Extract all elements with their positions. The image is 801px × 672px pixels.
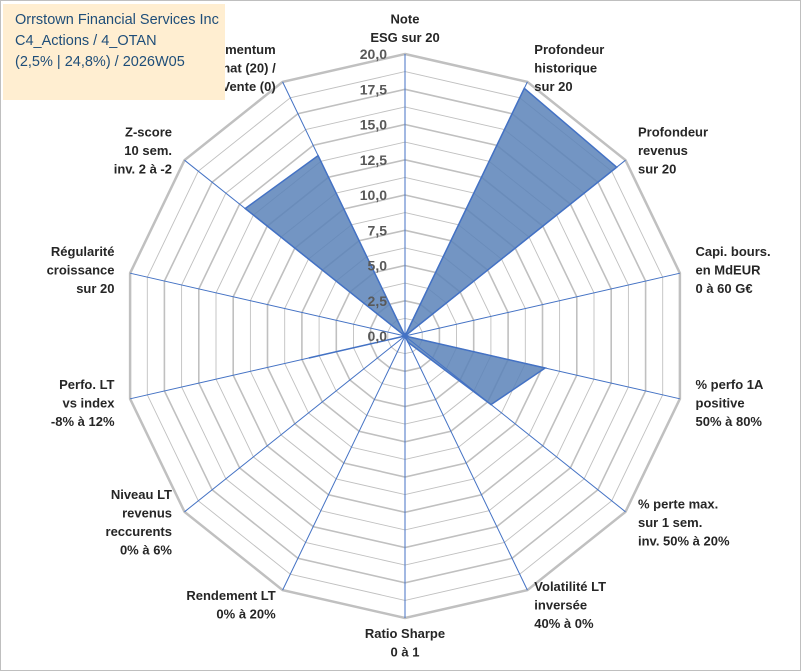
axis-label: Z-score 10 sem. inv. 2 à -2: [114, 125, 172, 177]
axis-label: Capi. bours. en MdEUR 0 à 60 G€: [696, 244, 771, 296]
axis-spoke: [282, 335, 406, 591]
tick-label: 2,5: [368, 293, 388, 309]
tick-label: 17,5: [360, 81, 387, 97]
tick-label: 12,5: [360, 152, 387, 168]
tick-label: 10,0: [360, 187, 387, 203]
axis-label: Profondeur revenus sur 20: [638, 125, 708, 177]
axis-label: Profondeur historique sur 20: [534, 42, 604, 94]
axis-label: Rendement LT 0% à 20%: [186, 588, 276, 622]
axis-spoke: [404, 272, 681, 337]
axis-label: Ratio Sharpe 0 à 1: [365, 626, 445, 660]
axis-spoke: [184, 159, 406, 337]
chart-title-line-2: C4_Actions / 4_OTAN: [15, 33, 157, 49]
tick-label: 15,0: [360, 117, 387, 133]
axis-spoke: [404, 335, 528, 591]
axis-spoke: [404, 81, 528, 337]
chart-title-line-1: Orrstown Financial Services Inc: [15, 12, 219, 28]
tick-label: 7,5: [368, 222, 388, 238]
axis-label: Perfo. LT vs index -8% à 12%: [51, 377, 115, 429]
axis-spoke: [184, 335, 406, 513]
axis-spoke: [129, 335, 406, 400]
axis-spoke: [404, 159, 626, 337]
axis-label: % perte max. sur 1 sem. inv. 50% à 20%: [638, 496, 730, 548]
tick-label: 0,0: [368, 328, 388, 344]
chart-title-box: Orrstown Financial Services Inc C4_Actio…: [3, 4, 225, 100]
chart-title-line-3: (2,5% | 24,8%) / 2026W05: [15, 54, 185, 70]
tick-label: 5,0: [368, 258, 388, 274]
axis-label: Niveau LT revenus reccurents 0% à 6%: [106, 487, 173, 558]
axis-spoke: [404, 335, 626, 513]
tick-label: 20,0: [360, 46, 387, 62]
axis-spoke: [404, 335, 681, 400]
axis-label: Volatilité LT inversée 40% à 0%: [534, 579, 606, 631]
axis-label: Régularité croissance sur 20: [47, 244, 115, 296]
axis-spoke: [129, 272, 406, 337]
axis-label: Note ESG sur 20: [370, 12, 439, 46]
axis-label: % perfo 1A positive 50% à 80%: [696, 377, 765, 429]
axis-spoke: [282, 81, 406, 337]
